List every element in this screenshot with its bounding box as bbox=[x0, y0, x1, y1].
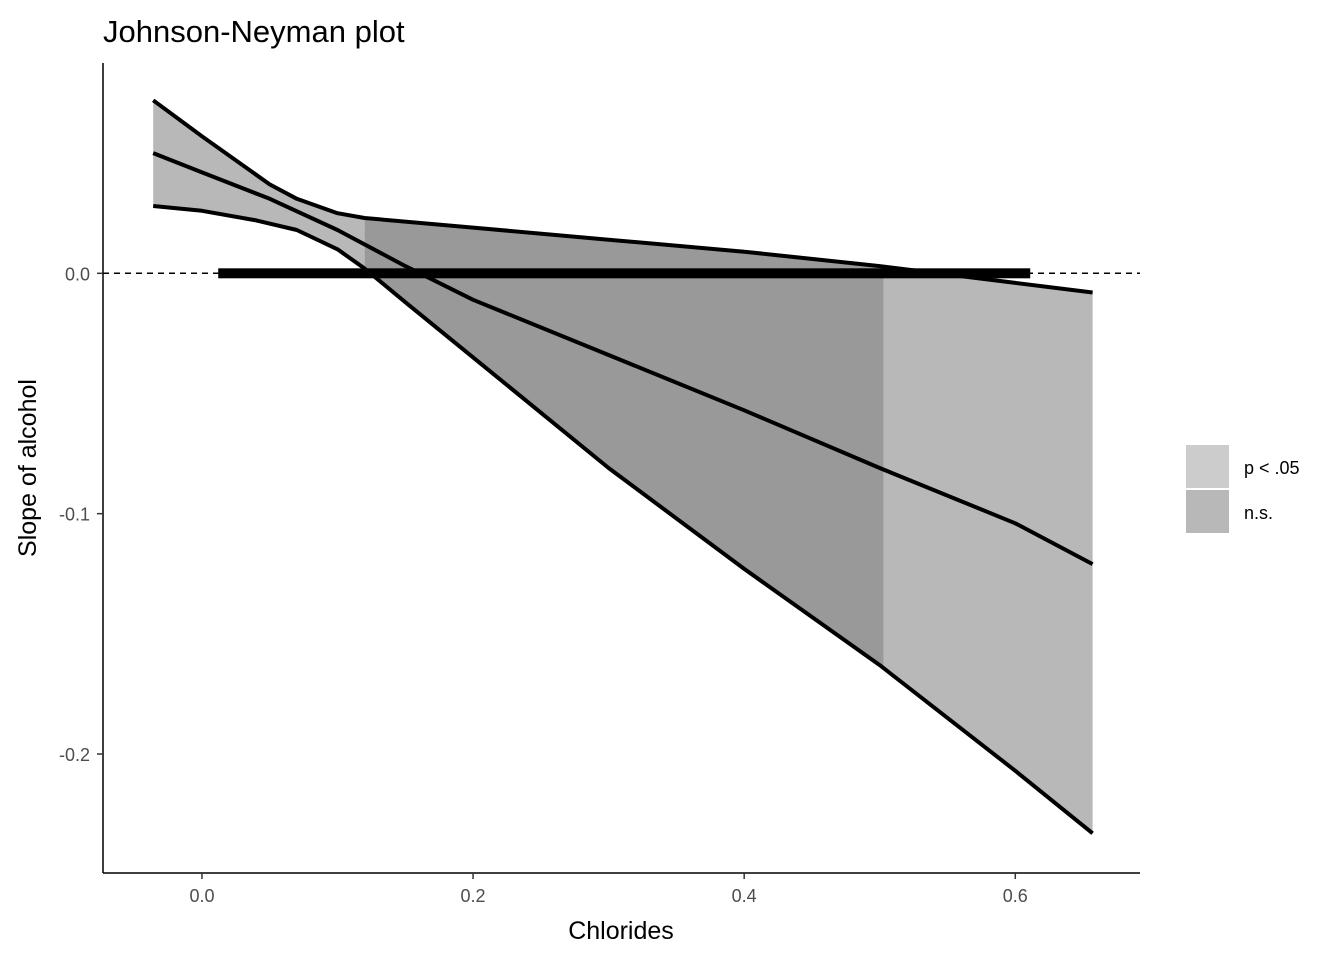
legend-label: n.s. bbox=[1244, 503, 1273, 523]
x-axis-label: Chlorides bbox=[568, 917, 674, 945]
line-upper bbox=[152, 98, 1093, 295]
legend-key bbox=[1186, 490, 1229, 533]
plot-panel bbox=[103, 98, 1140, 835]
region-0 bbox=[153, 100, 365, 269]
y-axis-label: Slope of alcohol bbox=[14, 379, 42, 557]
line-slope bbox=[152, 151, 1094, 566]
axes: 0.0 0.2 0.4 0.6 0.0 -0.1 -0.2 bbox=[59, 63, 1140, 906]
chart-title: Johnson-Neyman plot bbox=[103, 14, 405, 49]
x-tick-label: 0.2 bbox=[461, 886, 486, 906]
y-tick-label: -0.1 bbox=[59, 505, 90, 525]
x-tick-label: 0.6 bbox=[1003, 886, 1028, 906]
y-tick-label: -0.2 bbox=[59, 745, 90, 765]
y-ticks: 0.0 -0.1 -0.2 bbox=[59, 264, 103, 765]
x-tick-label: 0.0 bbox=[189, 886, 214, 906]
region-1 bbox=[364, 218, 884, 669]
legend-key bbox=[1186, 445, 1229, 488]
line-lower bbox=[153, 204, 1094, 835]
region-2 bbox=[883, 266, 1093, 834]
y-tick-label: 0.0 bbox=[65, 264, 90, 284]
x-ticks: 0.0 0.2 0.4 0.6 bbox=[189, 873, 1028, 906]
legend-label: p < .05 bbox=[1244, 458, 1300, 478]
legend: p < .05 n.s. bbox=[1186, 445, 1300, 533]
band-lines bbox=[152, 98, 1094, 835]
x-tick-label: 0.4 bbox=[732, 886, 757, 906]
significance-regions bbox=[153, 100, 1093, 834]
